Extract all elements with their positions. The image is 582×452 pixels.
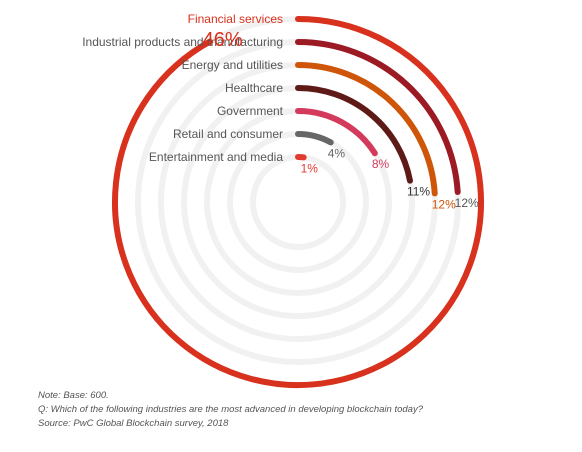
chart-notes: Note: Base: 600. Q: Which of the followi… xyxy=(38,389,558,431)
bar-financial-services xyxy=(112,16,484,388)
value-labels: 46%12%12%11%8%4%1% xyxy=(203,29,479,211)
value-label-entertainment-and-media: 1% xyxy=(301,161,319,175)
bar-energy-and-utilities xyxy=(295,62,438,197)
value-label-retail-and-consumer: 4% xyxy=(328,146,346,160)
note-base: Note: Base: 600. xyxy=(38,390,109,401)
value-label-healthcare: 11% xyxy=(407,185,430,199)
note-question: Q: Which of the following industries are… xyxy=(38,404,423,415)
category-label-entertainment-and-media: Entertainment and media xyxy=(149,150,283,164)
category-label-retail-and-consumer: Retail and consumer xyxy=(173,127,283,141)
track-entertainment-and-media xyxy=(250,154,346,250)
category-label-government: Government xyxy=(217,104,284,118)
value-label-energy-and-utilities: 12% xyxy=(432,197,456,211)
category-label-healthcare: Healthcare xyxy=(225,81,283,95)
value-label-industrial-products-and-manufacturing: 12% xyxy=(455,196,479,210)
category-label-industrial-products-and-manufacturing: Industrial products and manufacturing xyxy=(82,35,283,49)
category-label-energy-and-utilities: Energy and utilities xyxy=(182,58,283,72)
bars xyxy=(112,16,484,388)
bar-retail-and-consumer xyxy=(295,131,334,146)
value-label-government: 8% xyxy=(372,157,390,171)
note-source: Source: PwC Global Blockchain survey, 20… xyxy=(38,418,229,429)
bar-industrial-products-and-manufacturing xyxy=(295,39,461,195)
category-labels: Financial services Industrial products an… xyxy=(82,12,283,164)
value-label-financial-services: 46% xyxy=(203,29,243,51)
category-label-financial-services: Financial services xyxy=(188,12,283,26)
bar-healthcare xyxy=(295,85,413,184)
bar-government xyxy=(295,108,378,157)
